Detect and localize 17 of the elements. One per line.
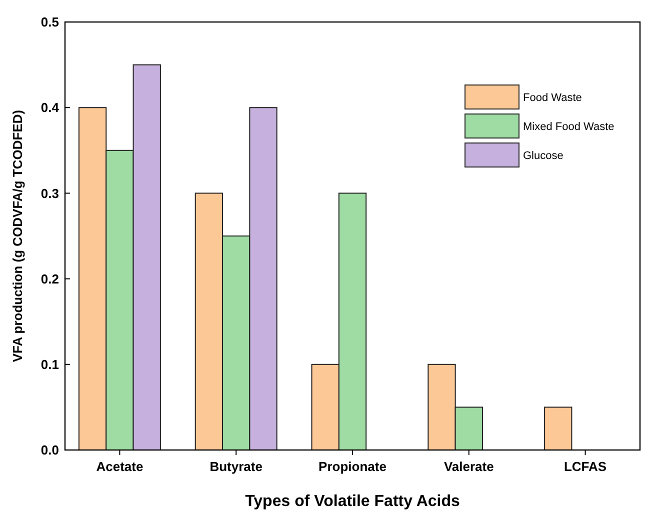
y-tick-label: 0.5 [40, 14, 59, 30]
x-tick-label: Propionate [318, 459, 386, 474]
legend-label: Mixed Food Waste [523, 120, 614, 133]
legend-label: Food Waste [523, 92, 582, 104]
y-tick-label: 0.4 [40, 100, 60, 116]
legend-label: Glucose [523, 150, 564, 162]
y-tick-label: 0.2 [40, 271, 59, 286]
x-tick-label: LCFAS [564, 459, 607, 474]
y-axis-title: VFA production (g CODVFA/g TCODFED) [10, 110, 25, 362]
x-tick-label: Butyrate [210, 459, 262, 474]
y-tick-label: 0.3 [40, 186, 59, 201]
bar [544, 406, 572, 450]
x-tick-label: Valerate [444, 459, 494, 474]
y-tick-label: 0.1 [40, 356, 59, 372]
y-tick-label: 0.0 [40, 442, 59, 458]
x-axis-title: Types of Volatile Fatty Acids [245, 493, 460, 510]
x-tick-label: Acetate [96, 459, 144, 474]
